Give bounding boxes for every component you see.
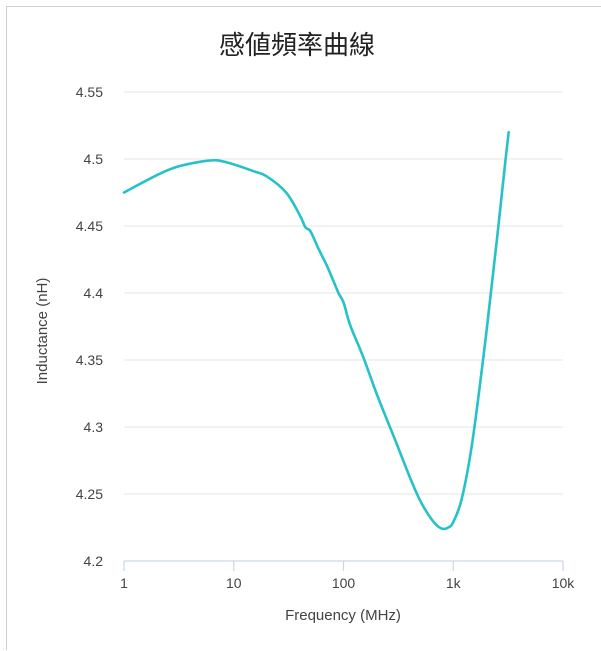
x-tick-label: 1k (446, 575, 462, 591)
x-tick-labels: 1 10 100 1k 10k (120, 575, 575, 591)
axes (123, 560, 564, 571)
chart-frame: 感値頻率曲線 4.2 4.25 4.3 4.35 4.4 4.45 4.5 4.55 1 10 1… (6, 6, 601, 650)
y-tick-label: 4.35 (76, 352, 103, 368)
x-tick-label: 10k (552, 575, 576, 591)
y-tick-label: 4.25 (76, 486, 103, 502)
y-tick-label: 4.4 (84, 285, 104, 301)
y-tick-label: 4.55 (76, 84, 103, 100)
y-tick-label: 4.3 (84, 419, 104, 435)
y-tick-label: 4.2 (84, 553, 104, 569)
y-tick-label: 4.45 (76, 218, 103, 234)
x-tick-label: 1 (120, 575, 128, 591)
x-tick-label: 100 (332, 575, 356, 591)
series-group (122, 130, 510, 531)
chart-title: 感値頻率曲線 (219, 30, 375, 60)
x-tick-label: 10 (226, 575, 242, 591)
inductance-chart: 感値頻率曲線 4.24.254.34.354.44.454.54.55 1 10 1… (34, 30, 575, 624)
grid-lines (124, 91, 563, 495)
y-axis-label: Inductance (nH) (34, 278, 51, 385)
y-tick-label: 4.5 (84, 151, 104, 167)
series-line (122, 130, 510, 531)
y-tick-labels: 4.2 4.25 4.3 4.35 4.4 4.45 4.5 4.55 (76, 84, 103, 569)
x-axis-label: Frequency (MHz) (285, 607, 401, 624)
